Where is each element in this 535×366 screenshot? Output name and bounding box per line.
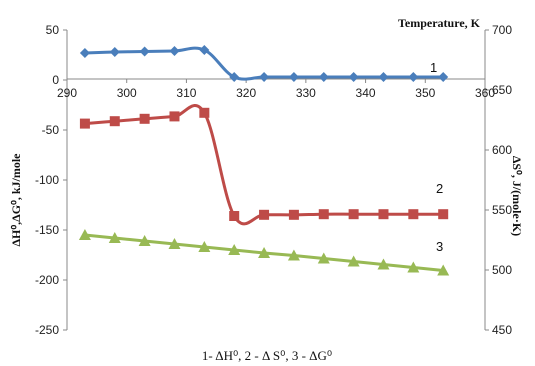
series-1-point xyxy=(318,72,329,82)
series-3-point xyxy=(377,258,390,270)
series-1-point xyxy=(229,72,240,82)
series-layer xyxy=(78,45,450,276)
right-tick-label: 600 xyxy=(492,143,512,157)
series-2-point xyxy=(199,107,210,118)
left-tick-label: 0 xyxy=(52,73,59,87)
right-axis-ticks: 700 650 600 550 500 450 xyxy=(485,23,512,337)
left-axis-ticks: 50 0 -50 -100 -150 -200 -250 xyxy=(35,23,67,337)
series-1-point xyxy=(109,47,120,57)
series-2-point xyxy=(139,113,150,124)
series-1-point xyxy=(378,72,389,82)
series-1-point xyxy=(79,48,90,58)
x-tick-label: 310 xyxy=(176,86,196,100)
right-tick-label: 700 xyxy=(492,23,512,37)
series-3-point xyxy=(437,264,450,276)
series-1-point xyxy=(438,72,449,82)
series-2-line xyxy=(84,104,444,226)
series-2-point xyxy=(438,209,449,220)
series-2-point xyxy=(378,209,389,220)
series-3-point xyxy=(258,247,271,258)
x-tick-label: 330 xyxy=(296,86,316,100)
series-3-point xyxy=(407,261,420,273)
series-2-point xyxy=(109,116,120,127)
series-3-point xyxy=(108,232,121,243)
series-3-point xyxy=(78,229,91,240)
series-1-point xyxy=(348,72,359,82)
series-2-point xyxy=(79,118,90,129)
left-tick-label: -150 xyxy=(35,223,59,237)
left-tick-label: -250 xyxy=(35,323,59,337)
series-3-point xyxy=(228,244,241,255)
right-tick-label: 500 xyxy=(492,263,512,277)
series-1-point xyxy=(169,46,180,56)
left-tick-label: -200 xyxy=(35,273,59,287)
x-axis-title: Temperature, K xyxy=(398,16,481,30)
series-2-point xyxy=(259,209,270,220)
series-1-point xyxy=(288,72,299,82)
x-tick-label: 290 xyxy=(57,86,77,100)
series-3-point xyxy=(347,255,360,267)
right-tick-label: 650 xyxy=(492,83,512,97)
series-3-point xyxy=(138,235,151,246)
series-3-point xyxy=(168,238,181,249)
series-1-point xyxy=(259,72,270,82)
series-1-point xyxy=(139,46,150,57)
x-tick-label: 350 xyxy=(415,86,435,100)
right-tick-label: 550 xyxy=(492,203,512,217)
series-1-point xyxy=(199,45,210,55)
series-1-point xyxy=(408,72,419,82)
series-2-point xyxy=(348,209,359,220)
x-axis-ticks: 290 300 310 320 330 340 350 360 xyxy=(57,79,495,100)
chart-caption: 1- ΔH⁰, 2 - Δ S⁰, 3 - ΔG⁰ xyxy=(202,348,332,363)
left-tick-label: -100 xyxy=(35,173,59,187)
x-tick-label: 320 xyxy=(236,86,256,100)
x-tick-label: 340 xyxy=(356,86,376,100)
series-label-3: 3 xyxy=(436,239,443,254)
x-tick-label: 300 xyxy=(117,86,137,100)
right-tick-label: 450 xyxy=(492,323,512,337)
series-label-1: 1 xyxy=(430,60,437,75)
series-3-point xyxy=(317,252,330,264)
left-tick-label: -50 xyxy=(42,123,60,137)
series-2-point xyxy=(408,209,419,220)
series-2-point xyxy=(318,209,329,220)
series-2-point xyxy=(288,209,299,220)
left-axis-title: ΔH⁰,ΔG⁰, kJ/mole xyxy=(9,153,23,247)
right-axis-title: ΔS⁰, J/(mole·K) xyxy=(510,156,524,236)
series-label-2: 2 xyxy=(436,181,443,196)
left-tick-label: 50 xyxy=(46,23,60,37)
plot-frame xyxy=(66,30,486,330)
series-3-point xyxy=(287,249,300,261)
series-2-point xyxy=(169,111,180,122)
series-2-point xyxy=(229,211,240,221)
series-3-point xyxy=(198,241,211,252)
x-tick-label: 360 xyxy=(475,86,495,100)
